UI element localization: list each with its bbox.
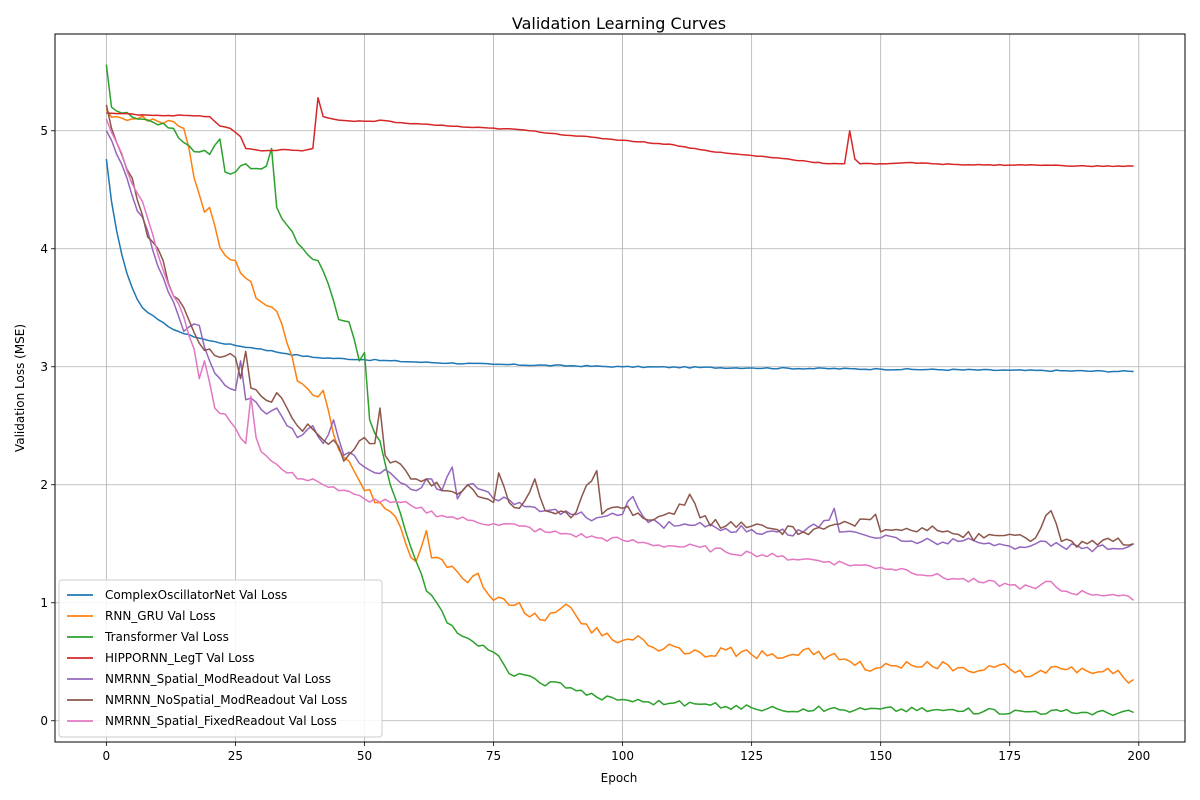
series-line — [106, 96, 1134, 168]
series-line — [105, 64, 1134, 717]
legend-entry: HIPPORNN_LegT Val Loss — [105, 651, 255, 665]
series-line — [105, 158, 1134, 373]
y-tick-label: 0 — [40, 714, 48, 728]
chart-title: Validation Learning Curves — [512, 14, 726, 33]
x-tick-label: 175 — [998, 749, 1021, 763]
legend-entry: Transformer Val Loss — [104, 630, 229, 644]
x-tick-label: 0 — [103, 749, 111, 763]
legend-entry: NMRNN_Spatial_ModReadout Val Loss — [105, 672, 331, 686]
series-line — [105, 118, 1135, 601]
y-tick-label: 5 — [40, 124, 48, 138]
y-tick-label: 4 — [40, 242, 48, 256]
grid — [55, 34, 1185, 742]
series-lines — [105, 64, 1135, 717]
plot-frame — [54, 33, 1186, 743]
series-line — [105, 130, 1135, 553]
legend-entry: ComplexOscillatorNet Val Loss — [105, 588, 287, 602]
legend-entry: NMRNN_Spatial_FixedReadout Val Loss — [105, 714, 337, 728]
x-tick-label: 50 — [357, 749, 372, 763]
legend: ComplexOscillatorNet Val Loss RNN_GRU Val… — [58, 579, 383, 738]
y-tick-label: 3 — [40, 360, 48, 374]
y-axis-label: Validation Loss (MSE) — [13, 324, 27, 452]
axis-ticks: 0 25 50 75 100 125 150 175 200 0 1 2 3 4 5 — [40, 124, 1150, 763]
x-axis-label: Epoch — [601, 771, 638, 785]
x-tick-label: 75 — [486, 749, 501, 763]
x-tick-label: 150 — [869, 749, 892, 763]
y-tick-label: 1 — [40, 596, 48, 610]
legend-entry: NMRNN_NoSpatial_ModReadout Val Loss — [105, 693, 347, 707]
series-line — [105, 109, 1135, 684]
y-tick-label: 2 — [40, 478, 48, 492]
legend-frame — [58, 579, 383, 738]
x-tick-label: 125 — [740, 749, 763, 763]
legend-entry: RNN_GRU Val Loss — [105, 609, 216, 623]
series-line — [105, 104, 1134, 548]
x-tick-label: 100 — [611, 749, 634, 763]
x-tick-label: 25 — [228, 749, 243, 763]
x-tick-label: 200 — [1127, 749, 1150, 763]
